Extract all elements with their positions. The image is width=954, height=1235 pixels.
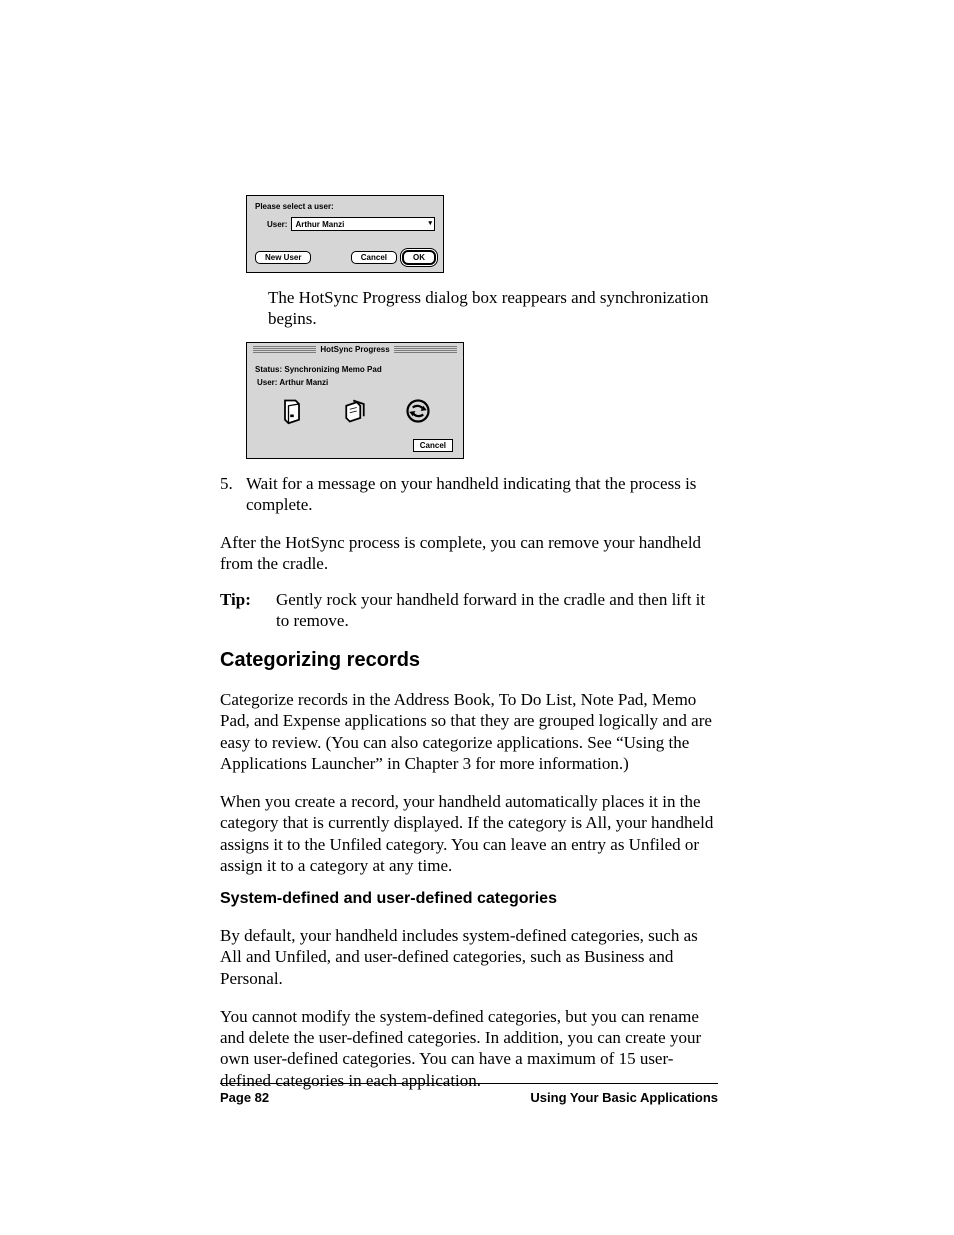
status-value: Synchronizing Memo Pad (284, 365, 381, 374)
sync-user-label: User: (257, 378, 277, 387)
step-5-text: Wait for a message on your handheld indi… (246, 473, 718, 516)
user-dropdown-value: Arthur Manzi (295, 220, 344, 229)
heading-categorizing: Categorizing records (220, 649, 718, 672)
tip-text: Gently rock your handheld forward in the… (276, 589, 718, 632)
hotsync-icon (404, 397, 432, 425)
dialog2-title: HotSync Progress (316, 345, 393, 354)
section1-p2: When you create a record, your handheld … (220, 791, 718, 876)
footer-page-number: Page 82 (220, 1090, 269, 1105)
section2-p1: By default, your handheld includes syste… (220, 925, 718, 989)
after-dialog1-text: The HotSync Progress dialog box reappear… (268, 287, 718, 330)
sync-icon-row (253, 397, 457, 425)
ok-button[interactable]: OK (403, 251, 435, 264)
new-user-button[interactable]: New User (255, 251, 311, 264)
after-step-text: After the HotSync process is complete, y… (220, 532, 718, 575)
status-label: Status: (255, 365, 282, 374)
user-line: User: Arthur Manzi (257, 378, 457, 387)
titlebar-stripes-right (394, 346, 457, 354)
page: Please select a user: User: Arthur Manzi… (0, 0, 954, 1235)
section1-p1: Categorize records in the Address Book, … (220, 689, 718, 774)
user-dropdown[interactable]: Arthur Manzi ▾ (291, 217, 435, 231)
tip-row: Tip: Gently rock your handheld forward i… (220, 589, 718, 632)
page-footer: Page 82 Using Your Basic Applications (220, 1083, 718, 1105)
section2-p2: You cannot modify the system-defined cat… (220, 1006, 718, 1091)
heading-system-user-categories: System-defined and user-defined categori… (220, 890, 718, 908)
content-column: Please select a user: User: Arthur Manzi… (220, 195, 718, 1091)
sync-cancel-row: Cancel (253, 439, 457, 452)
documents-icon (341, 397, 369, 425)
titlebar-stripes-left (253, 346, 316, 354)
user-row: User: Arthur Manzi ▾ (267, 217, 435, 231)
footer-chapter-title: Using Your Basic Applications (530, 1090, 718, 1105)
sync-cancel-button[interactable]: Cancel (413, 439, 453, 452)
status-line: Status: Synchronizing Memo Pad (255, 365, 457, 374)
step-5-number: 5. (220, 473, 246, 516)
dropdown-arrow-icon: ▾ (428, 219, 432, 229)
step-5: 5. Wait for a message on your handheld i… (220, 473, 718, 516)
user-select-dialog: Please select a user: User: Arthur Manzi… (246, 195, 444, 273)
tip-label: Tip: (220, 589, 276, 632)
hotsync-progress-dialog: HotSync Progress Status: Synchronizing M… (246, 342, 464, 459)
dialog1-button-row: New User Cancel OK (255, 251, 435, 264)
sync-user-value: Arthur Manzi (279, 378, 328, 387)
handheld-icon (278, 397, 306, 425)
user-prompt: Please select a user: (255, 202, 435, 211)
user-label: User: (267, 220, 287, 229)
cancel-button[interactable]: Cancel (351, 251, 397, 264)
dialog2-titlebar: HotSync Progress (253, 345, 457, 355)
